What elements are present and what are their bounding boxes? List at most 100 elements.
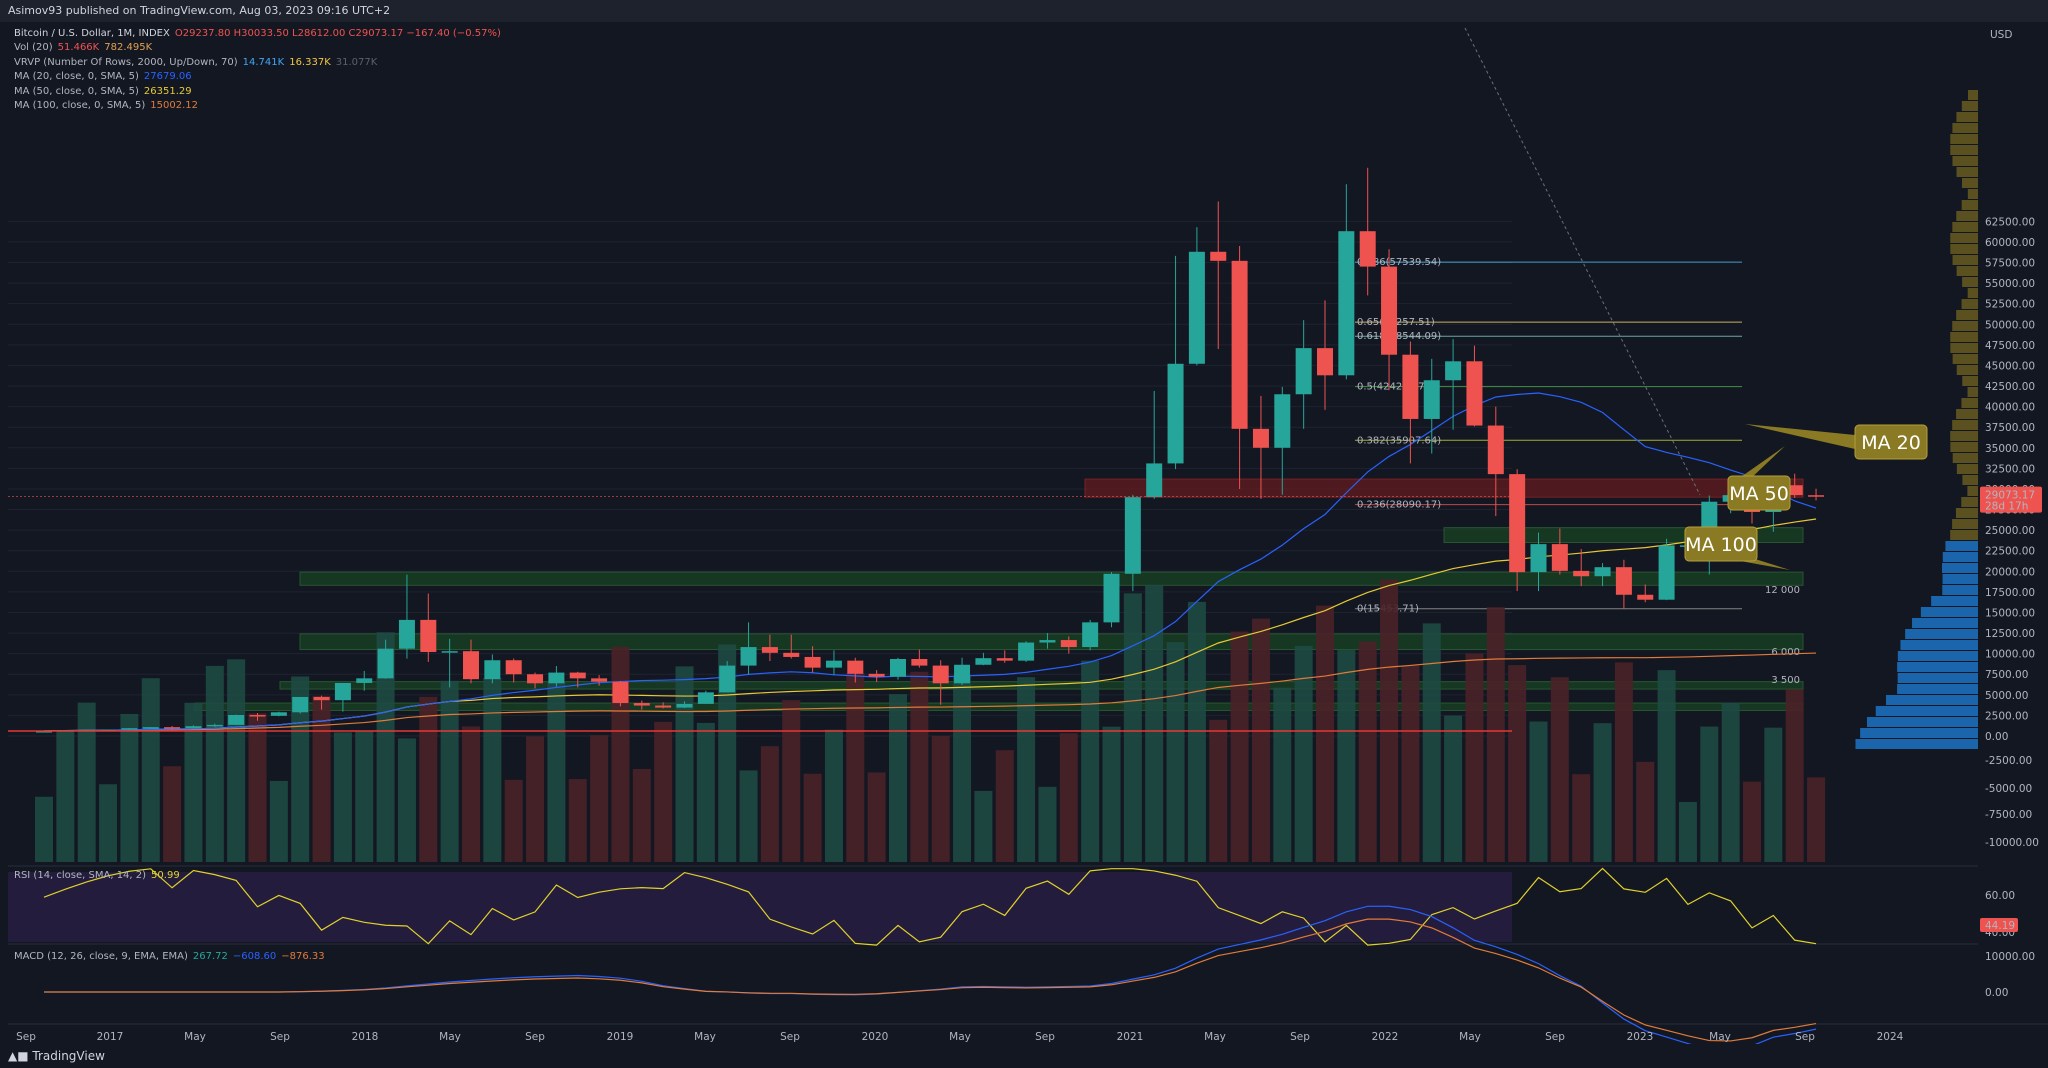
tradingview-logo: ▲■ TradingView xyxy=(8,1049,105,1063)
vrvp-bar xyxy=(1950,343,1978,353)
legend-vrvp-row[interactable]: VRVP (Number Of Rows, 2000, Up/Down, 70)… xyxy=(14,57,382,68)
volume-bar xyxy=(1273,687,1292,862)
time-axis-label: Sep xyxy=(16,1031,36,1043)
volume-bar xyxy=(1401,665,1420,862)
vrvp-bar xyxy=(1952,453,1978,463)
volume-bar xyxy=(1209,719,1228,862)
time-axis-label: 2024 xyxy=(1877,1031,1904,1043)
candle-body xyxy=(185,726,202,729)
vrvp-bar xyxy=(1961,398,1978,408)
volume-bar xyxy=(397,738,416,862)
vrvp-bar xyxy=(1897,651,1978,661)
candle-body xyxy=(1338,231,1355,376)
volume-bar xyxy=(1316,605,1334,862)
vrvp-bar xyxy=(1875,706,1978,716)
zone-label: 3 500 xyxy=(1771,675,1800,686)
candle-body xyxy=(527,674,544,684)
vrvp-bar xyxy=(1945,541,1978,551)
vrvp-bar xyxy=(1897,673,1978,683)
volume-bar xyxy=(760,746,779,862)
volume-bar xyxy=(953,675,972,862)
legend-vrvp-v1: 14.741K xyxy=(242,57,285,68)
vrvp-bar xyxy=(1956,464,1978,474)
volume-bar xyxy=(547,681,566,862)
legend-ma100-label: MA (100, close, 0, SMA, 5) xyxy=(14,100,146,111)
vrvp-bar xyxy=(1885,695,1978,705)
fib-label: 0.236(28090.17) xyxy=(1357,500,1441,511)
vrvp-bar xyxy=(1950,530,1978,540)
vrvp-bar xyxy=(1905,629,1978,639)
vrvp-bar xyxy=(1961,178,1978,188)
vrvp-bar xyxy=(1952,420,1978,430)
price-axis-tick: 10000.00 xyxy=(1985,649,2035,661)
volume-bar xyxy=(355,731,374,862)
volume-bar xyxy=(1187,601,1206,862)
legend-macd-v2: −608.60 xyxy=(232,951,277,962)
price-axis-tick: 55000.00 xyxy=(1985,278,2035,290)
time-axis-label: May xyxy=(1204,1031,1226,1043)
candle-body xyxy=(1018,642,1035,661)
volume-bar xyxy=(1294,645,1313,862)
volume-bar xyxy=(376,632,395,862)
vrvp-bar xyxy=(1962,376,1978,386)
candle-body xyxy=(1551,544,1568,571)
volume-bar xyxy=(1145,585,1164,862)
volume-bar xyxy=(846,673,865,862)
volume-bar xyxy=(1678,802,1697,862)
legend-macd-row[interactable]: MACD (12, 26, close, 9, EMA, EMA) 267.72−… xyxy=(14,951,330,962)
vrvp-bar xyxy=(1950,134,1978,144)
time-axis-label: Sep xyxy=(1545,1031,1565,1043)
legend-vol-row[interactable]: Vol (20) 51.466K 782.495K xyxy=(14,42,157,53)
price-axis-tick: 12500.00 xyxy=(1985,628,2035,640)
price-axis-tick: 0.00 xyxy=(1985,731,2008,743)
price-axis-tick: 7500.00 xyxy=(1985,669,2028,681)
vrvp-bar xyxy=(1967,486,1978,496)
callout-label: MA 100 xyxy=(1685,534,1757,556)
time-axis-label: Sep xyxy=(1795,1031,1815,1043)
legend-ma20-value: 27679.06 xyxy=(143,71,192,82)
volume-bar xyxy=(163,766,182,862)
price-axis-bg xyxy=(1978,22,2048,1022)
volume-bar xyxy=(1059,733,1078,862)
volume-bar xyxy=(184,702,203,862)
legend-ma100-row[interactable]: MA (100, close, 0, SMA, 5) 15002.12 xyxy=(14,100,203,111)
legend-macd-v3: −876.33 xyxy=(281,951,325,962)
volume-bar xyxy=(1038,786,1057,862)
callout-box xyxy=(1854,424,1928,460)
volume-bar xyxy=(1700,726,1719,862)
candle-body xyxy=(569,672,586,679)
volume-bar xyxy=(1380,579,1399,862)
candle-body xyxy=(868,673,885,677)
legend-macd-v1: 267.72 xyxy=(192,951,228,962)
time-axis-label: 2023 xyxy=(1627,1031,1654,1043)
time-axis-label: 2020 xyxy=(862,1031,889,1043)
legend-macd-label: MACD (12, 26, close, 9, EMA, EMA) xyxy=(14,951,188,962)
legend-ma20-row[interactable]: MA (20, close, 0, SMA, 5) 27679.06 xyxy=(14,71,197,82)
candle-body xyxy=(142,727,159,729)
legend-vrvp-v3: 31.077K xyxy=(335,57,378,68)
candle-body xyxy=(1210,251,1227,261)
volume-bar xyxy=(1486,607,1505,862)
vrvp-bar xyxy=(1950,431,1978,441)
price-badge-countdown: 28d 17h xyxy=(1985,501,2028,513)
vrvp-bar xyxy=(1967,387,1978,397)
zone-support xyxy=(279,681,1804,690)
price-badge xyxy=(1980,486,2042,513)
vrvp-bar xyxy=(1952,222,1978,232)
vrvp-bar xyxy=(1952,255,1978,265)
legend-ma50-row[interactable]: MA (50, close, 0, SMA, 5) 26351.29 xyxy=(14,86,197,97)
vrvp-bar xyxy=(1950,233,1978,243)
price-axis-tick: 32500.00 xyxy=(1985,463,2035,475)
price-axis-tick: 20000.00 xyxy=(1985,566,2035,578)
vrvp-bar xyxy=(1897,662,1978,672)
candle-body xyxy=(740,647,757,666)
legend-rsi-row[interactable]: RSI (14, close, SMA, 14, 2) 50.99 xyxy=(14,870,185,881)
vrvp-bar xyxy=(1855,739,1978,749)
vrvp-bar xyxy=(1961,299,1978,309)
volume-bar xyxy=(654,721,673,862)
vrvp-bar xyxy=(1956,112,1978,122)
rsi-line xyxy=(43,867,1817,946)
vrvp-bar xyxy=(1967,189,1978,199)
vrvp-bar xyxy=(1952,519,1978,529)
